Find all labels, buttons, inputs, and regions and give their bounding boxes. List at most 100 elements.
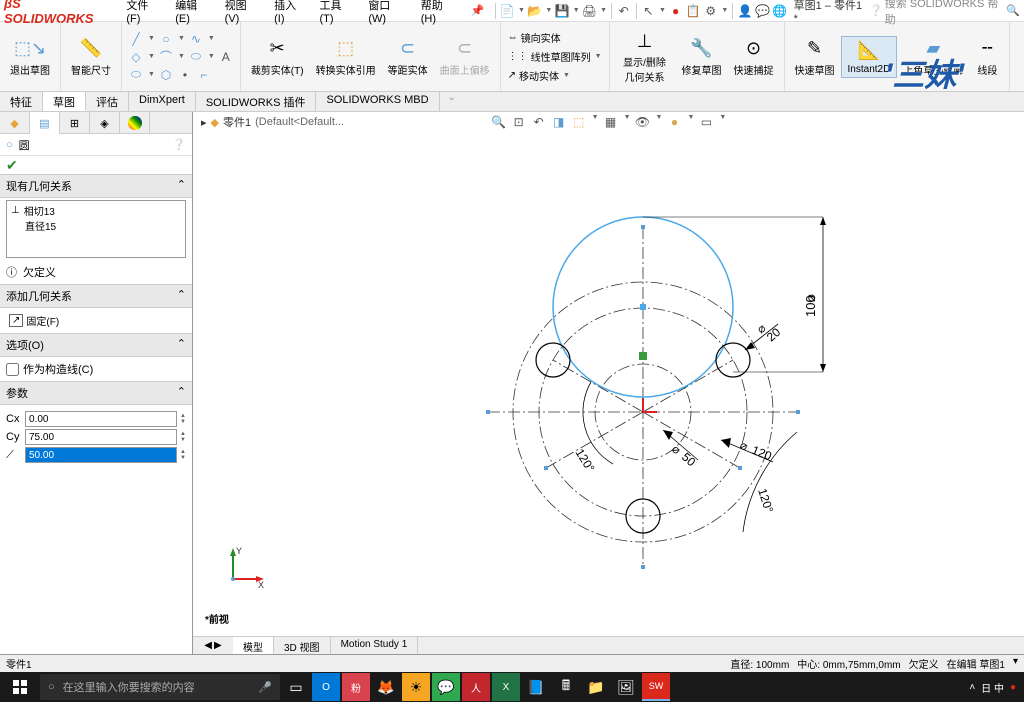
task-explorer-icon[interactable]: 📁	[582, 673, 610, 701]
tab-dimxpert[interactable]: DimXpert	[129, 92, 196, 111]
convert-button[interactable]: ⬚转换实体引用	[310, 35, 382, 79]
relation-item[interactable]: ⊥相切13	[11, 203, 181, 218]
tab-evaluate[interactable]: 评估	[86, 92, 129, 111]
exit-sketch-button[interactable]: ⬚↘ 退出草图	[4, 35, 56, 79]
task-pdf-icon[interactable]: 人	[462, 673, 490, 701]
tab-nav-next[interactable]: ▶	[214, 640, 222, 651]
system-tray[interactable]: ˄ 日 中 ●	[969, 680, 1022, 695]
task-app2-icon[interactable]: ☀	[402, 673, 430, 701]
status-custom-icon[interactable]: ▾	[1013, 656, 1018, 671]
tray-ime[interactable]: 日 中	[981, 680, 1004, 695]
param-x-input[interactable]	[25, 411, 177, 427]
spline-tool-icon[interactable]: ∿	[188, 31, 204, 47]
spin-down[interactable]: ▼	[180, 419, 186, 425]
forum-icon[interactable]: 💬	[755, 3, 770, 19]
help-pin-icon[interactable]: ❔	[172, 138, 186, 151]
view-triad[interactable]: Y X	[218, 544, 268, 594]
task-firefox-icon[interactable]: 🦊	[372, 673, 400, 701]
segment-button[interactable]: ╌线段	[969, 35, 1005, 79]
pattern-button[interactable]: ⋮⋮线性草图阵列▼	[505, 48, 605, 65]
fillet-tool-icon[interactable]: ⌐	[196, 67, 212, 83]
panel-tab-appearance[interactable]	[120, 112, 150, 134]
panel-tab-feature[interactable]: ◆	[0, 112, 30, 134]
line-tool-icon[interactable]: ╱	[128, 31, 144, 47]
task-calc-icon[interactable]: 🖩	[552, 673, 580, 701]
point-tool-icon[interactable]: •	[177, 67, 193, 83]
task-app1-icon[interactable]: 粉	[342, 673, 370, 701]
panel-tab-dim[interactable]: ◈	[90, 112, 120, 134]
spin-down[interactable]: ▼	[180, 437, 186, 443]
globe-icon[interactable]: 🌐	[772, 3, 787, 19]
confirm-icon[interactable]: ✔	[6, 157, 18, 174]
task-sw-icon[interactable]: SW	[642, 673, 670, 701]
bottom-tab-3dview[interactable]: 3D 视图	[274, 637, 331, 654]
slot-tool-icon[interactable]: ⬭	[128, 67, 144, 83]
construction-checkbox[interactable]: 作为构造线(C)	[6, 361, 186, 377]
rapid-sketch-button[interactable]: ✎快速草图	[789, 35, 841, 79]
new-icon[interactable]: 📄	[499, 3, 514, 19]
dim-100[interactable]: 100	[803, 295, 818, 317]
bottom-tab-motion[interactable]: Motion Study 1	[331, 637, 419, 654]
rect-tool-icon[interactable]: ◇	[128, 49, 144, 65]
dim-50[interactable]: 50	[679, 450, 699, 470]
circle-tool-icon[interactable]: ○	[158, 31, 174, 47]
repair-sketch-button[interactable]: 🔧修复草图	[676, 35, 728, 79]
open-icon[interactable]: 📂	[527, 3, 542, 19]
smart-dimension-button[interactable]: 📏 智能尺寸	[65, 35, 117, 79]
print-icon[interactable]: 🖨	[582, 3, 597, 19]
relation-item[interactable]: 直径15	[11, 218, 181, 233]
panel-tab-property[interactable]: ▤	[30, 112, 60, 134]
param-r-input[interactable]	[25, 447, 177, 463]
quick-snap-button[interactable]: ⊙快速捕捉	[728, 35, 780, 79]
task-photos-icon[interactable]: 🖼	[612, 673, 640, 701]
tab-nav-prev[interactable]: ◀	[204, 640, 212, 651]
spin-down[interactable]: ▼	[180, 455, 186, 461]
tab-sketch[interactable]: 草图	[43, 92, 86, 111]
task-view-icon[interactable]: ▭	[282, 673, 310, 701]
save-icon[interactable]: 💾	[554, 3, 569, 19]
tray-app-icon[interactable]: ●	[1010, 682, 1016, 693]
move-button[interactable]: ↗移动实体▼	[505, 67, 573, 84]
tab-features[interactable]: 特征	[0, 92, 43, 111]
trim-button[interactable]: ✂裁剪实体(T)	[245, 35, 310, 79]
task-outlook-icon[interactable]: O	[312, 673, 340, 701]
taskbar-search[interactable]: ○ 在这里输入你要搜索的内容 🎤	[40, 674, 280, 700]
ellipse-tool-icon[interactable]: ⬭	[188, 49, 204, 65]
dim-120[interactable]: 120	[750, 443, 774, 464]
relations-list[interactable]: ⊥相切13 直径15	[6, 200, 186, 258]
tab-mbd[interactable]: SOLIDWORKS MBD	[316, 92, 439, 111]
arc-tool-icon[interactable]: ⌒	[158, 49, 174, 65]
graphics-canvas[interactable]: ▸◆ 零件1 (Default<Default... 🔍 ⊡ ↶ ◨ ⬚▼ ▦▼…	[193, 112, 1024, 654]
text-tool-icon[interactable]: A	[218, 49, 234, 65]
task-excel-icon[interactable]: X	[492, 673, 520, 701]
user-icon[interactable]: 👤	[737, 3, 752, 19]
add-relations-header[interactable]: 添加几何关系⌃	[0, 284, 192, 308]
undo-icon[interactable]: ↶	[616, 3, 631, 19]
display-relations-button[interactable]: ⊥显示/删除几何关系	[614, 27, 676, 86]
dim-angle-2[interactable]: 120°	[755, 487, 776, 515]
rebuild-icon[interactable]: ●	[668, 3, 683, 19]
pin-icon[interactable]: 📌	[471, 4, 485, 17]
bottom-tab-model[interactable]: 模型	[233, 637, 274, 654]
dim-angle-1[interactable]: 120°	[572, 446, 597, 475]
tab-addins[interactable]: SOLIDWORKS 插件	[196, 92, 317, 111]
task-doc-icon[interactable]: 📘	[522, 673, 550, 701]
settings-icon[interactable]: ⚙	[703, 3, 718, 19]
fix-relation-button[interactable]: ↗固定(F)	[6, 312, 186, 329]
existing-relations-header[interactable]: 现有几何关系⌃	[0, 174, 192, 198]
surface-offset-button[interactable]: ⊂曲面上偏移	[434, 35, 496, 79]
mirror-button[interactable]: ⇔镜向实体	[505, 29, 564, 46]
ribbon: ⬚↘ 退出草图 📏 智能尺寸 ╱▼ ○▼ ∿▼ ◇▼ ⌒▼ ⬭▼ A ⬭▼ ⬡ …	[0, 22, 1024, 92]
task-wechat-icon[interactable]: 💬	[432, 673, 460, 701]
start-button[interactable]	[2, 673, 38, 701]
polygon-tool-icon[interactable]: ⬡	[158, 67, 174, 83]
param-y-input[interactable]	[25, 429, 177, 445]
dim-20[interactable]: 20	[764, 325, 783, 345]
options-icon[interactable]: 📋	[685, 3, 700, 19]
params-header[interactable]: 参数⌃	[0, 381, 192, 405]
offset-button[interactable]: ⊂等距实体	[382, 35, 434, 79]
panel-tab-config[interactable]: ⊞	[60, 112, 90, 134]
select-icon[interactable]: ↖	[641, 3, 656, 19]
tray-chevron-icon[interactable]: ˄	[969, 682, 975, 693]
options-header[interactable]: 选项(O)⌃	[0, 333, 192, 357]
